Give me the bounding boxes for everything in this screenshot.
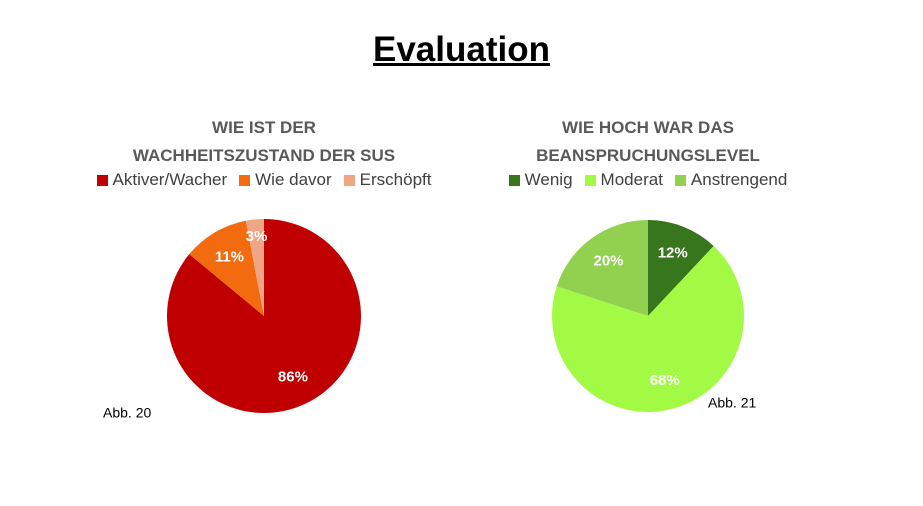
legend-label: Aktiver/Wacher: [112, 170, 228, 189]
legend-swatch: [239, 174, 251, 186]
legend-swatch: [96, 174, 108, 186]
legend-label: Anstrengend: [690, 170, 788, 189]
legend-label: Wie davor: [255, 170, 332, 189]
pie-slice: [648, 220, 714, 316]
legend-label: Erschöpft: [359, 170, 432, 189]
legend-swatch: [343, 174, 355, 186]
legend-swatch: [584, 174, 596, 186]
legend: Wenig Moderat Anstrengend: [443, 170, 853, 190]
pie-slice: [189, 220, 264, 316]
data-label: 86%: [278, 368, 308, 385]
legend-item: Anstrengend: [674, 170, 788, 190]
legend-item: Aktiver/Wacher: [96, 170, 228, 190]
pie-slice: [245, 219, 264, 316]
legend-item: Wie davor: [239, 170, 332, 190]
data-label: 68%: [650, 372, 680, 389]
caption: Abb. 21: [708, 395, 756, 411]
chart-title: WIE IST DER WACHHEITSZUSTAND DER SUS: [132, 118, 396, 165]
legend-item: Wenig: [508, 170, 573, 190]
data-label: 12%: [658, 244, 688, 261]
slide-title: Evaluation: [373, 30, 550, 69]
data-label: 20%: [593, 253, 623, 270]
data-label: 3%: [246, 228, 268, 245]
pie-slice: [552, 246, 744, 412]
legend-item: Moderat: [584, 170, 663, 190]
legend: Aktiver/Wacher Wie davor Erschöpft: [59, 170, 469, 190]
legend-label: Wenig: [524, 170, 573, 189]
chart-title: WIE HOCH WAR DAS BEANSPRUCHUNGSLEVEL: [536, 118, 760, 165]
pie-slice: [556, 220, 648, 316]
legend-item: Erschöpft: [343, 170, 432, 190]
legend-label: Moderat: [600, 170, 663, 189]
data-label: 11%: [215, 249, 244, 266]
legend-swatch: [508, 174, 520, 186]
caption: Abb. 20: [103, 405, 151, 421]
legend-swatch: [674, 174, 686, 186]
